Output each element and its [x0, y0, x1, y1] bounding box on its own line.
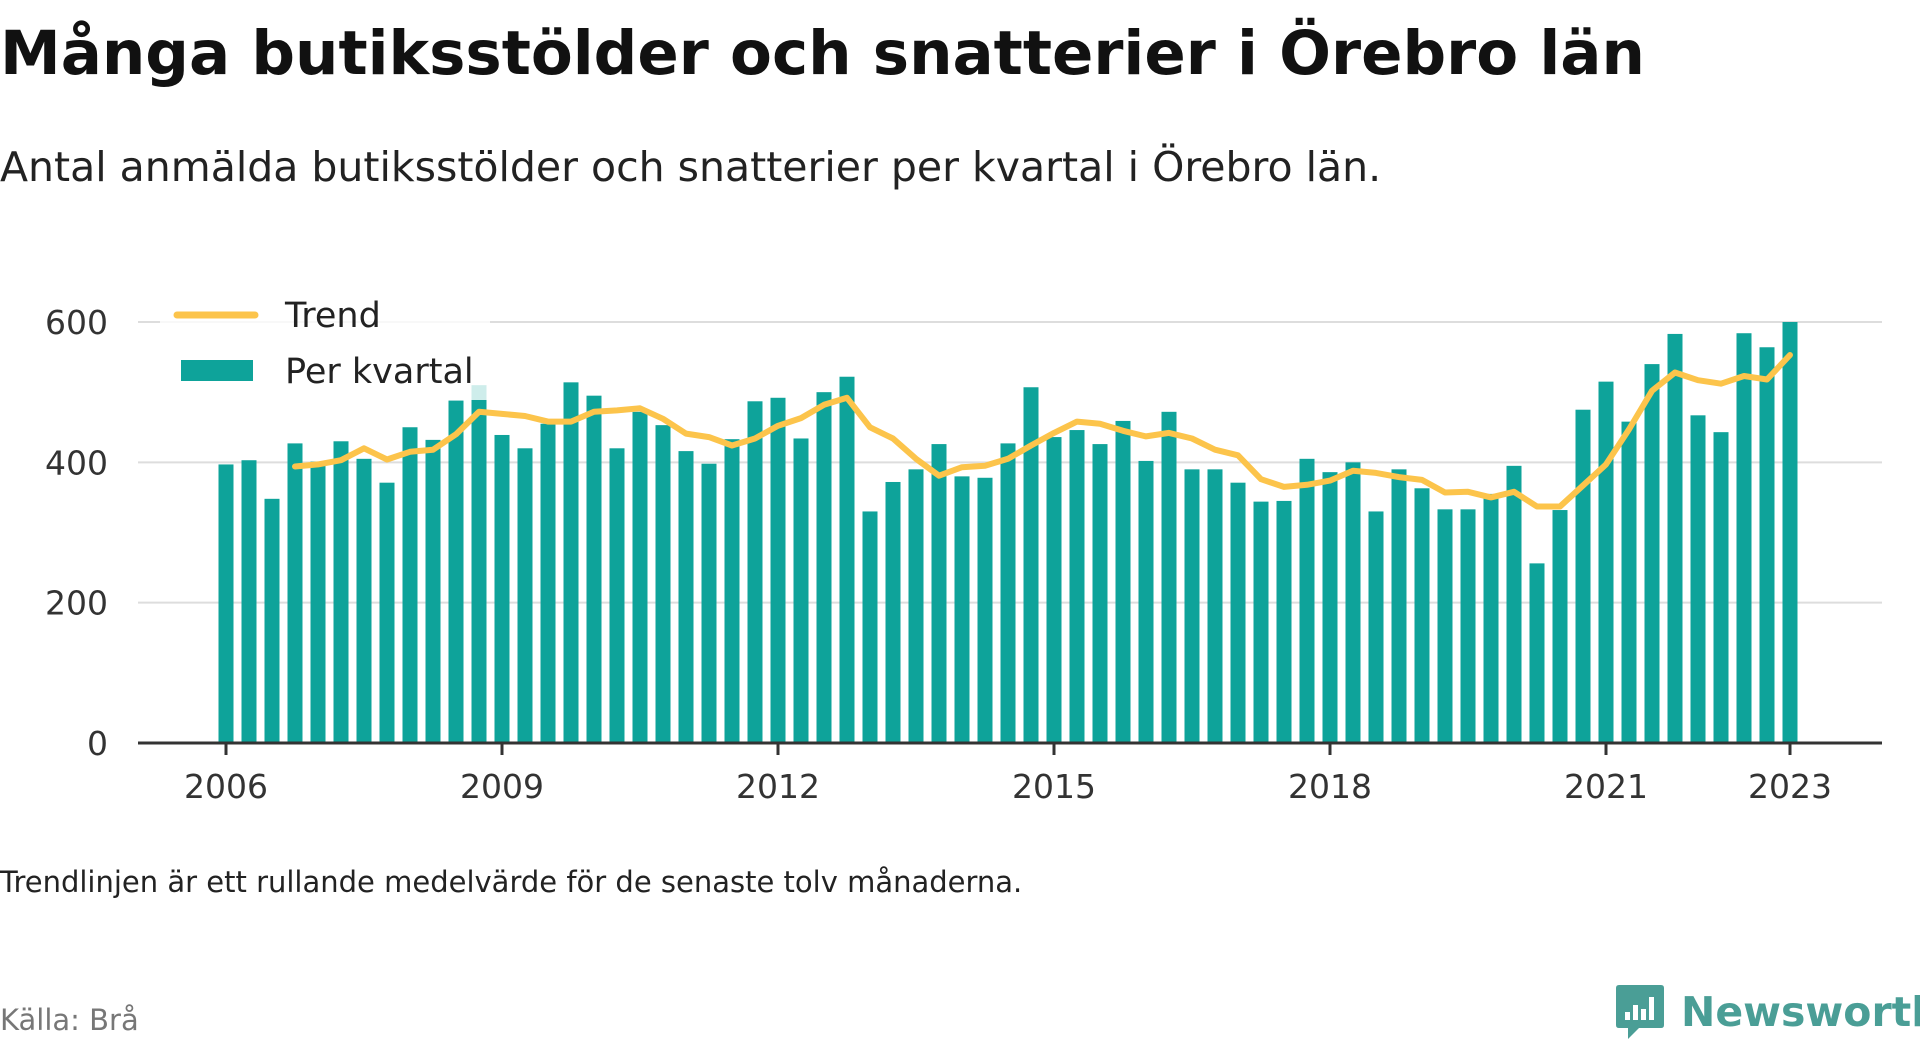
bar — [747, 401, 763, 743]
trend-line — [292, 352, 1793, 510]
bar — [1506, 465, 1522, 743]
bar — [1460, 509, 1476, 743]
bar — [333, 441, 349, 743]
bar — [1644, 364, 1660, 743]
bar — [1736, 333, 1752, 743]
bar — [1782, 322, 1798, 743]
legend: Trend Per kvartal — [160, 285, 490, 400]
bar — [1253, 501, 1269, 743]
bar — [379, 482, 395, 743]
bar — [425, 439, 441, 743]
bar — [356, 458, 372, 743]
bar — [1713, 432, 1729, 743]
bar — [1046, 437, 1062, 743]
bar — [793, 438, 809, 743]
x-tick-label: 2015 — [1012, 767, 1096, 806]
x-tick-label: 2006 — [184, 767, 268, 806]
bar — [678, 451, 694, 743]
bar — [609, 448, 625, 743]
x-tick-label: 2023 — [1748, 767, 1832, 806]
bar — [1368, 511, 1384, 743]
brand-name: Newsworthy — [1681, 988, 1920, 1036]
bar — [1069, 430, 1085, 743]
bar — [517, 448, 533, 743]
y-axis-ticks: 0 200 400 600 — [45, 303, 108, 763]
chart-title: Många butiksstölder och snatterier i Öre… — [0, 18, 1645, 89]
bar — [1575, 409, 1591, 743]
bar — [586, 395, 602, 743]
legend-bar-swatch — [181, 360, 253, 381]
bar — [1759, 347, 1775, 743]
bar — [1276, 500, 1292, 743]
bar — [1391, 469, 1407, 743]
bar — [885, 481, 901, 743]
bar — [954, 476, 970, 743]
bar — [471, 385, 487, 743]
bar-series — [218, 322, 1798, 743]
bar — [241, 460, 257, 743]
bar — [1322, 472, 1338, 743]
bar — [724, 439, 740, 743]
bar — [1437, 509, 1453, 743]
bar — [1621, 421, 1637, 743]
bar — [977, 477, 993, 743]
bar — [310, 461, 326, 743]
bar — [632, 411, 648, 743]
bar — [494, 434, 510, 743]
footnote: Trendlinjen är ett rullande medelvärde f… — [0, 865, 1023, 899]
bar — [1414, 488, 1430, 743]
bar — [563, 382, 579, 743]
bar — [1690, 415, 1706, 743]
bar — [908, 469, 924, 743]
bar — [1230, 482, 1246, 743]
x-axis: 2006 2009 2012 2015 2018 2021 2023 — [138, 741, 1882, 806]
y-tick-label: 600 — [45, 303, 108, 342]
bar — [540, 423, 556, 743]
x-tick-label: 2018 — [1288, 767, 1372, 806]
bar — [1161, 411, 1177, 743]
bar — [770, 397, 786, 743]
trend-series — [292, 352, 1793, 510]
bar — [816, 392, 832, 743]
bar — [1207, 469, 1223, 743]
source-credit: Källa: Brå — [0, 1003, 139, 1037]
legend-trend-label: Trend — [284, 296, 381, 336]
bar — [1552, 510, 1568, 743]
y-tick-label: 0 — [87, 724, 108, 763]
bar — [1115, 420, 1131, 743]
bar — [1138, 460, 1154, 743]
bar — [264, 498, 280, 743]
bar — [839, 376, 855, 743]
bar — [1092, 444, 1108, 743]
bar — [1000, 443, 1016, 743]
bar — [218, 464, 234, 743]
bar — [1299, 458, 1315, 743]
bar — [1529, 563, 1545, 743]
bar — [402, 427, 418, 743]
bar — [448, 400, 464, 743]
bar — [1667, 333, 1683, 743]
bar — [1345, 462, 1361, 743]
bar — [1598, 381, 1614, 743]
chart-subtitle: Antal anmälda butiksstölder och snatteri… — [0, 143, 1382, 191]
bar-chart-logo-icon — [1616, 985, 1664, 1039]
x-tick-label: 2021 — [1564, 767, 1648, 806]
bar — [1483, 493, 1499, 743]
brand-logo[interactable]: Newsworthy — [1615, 983, 1920, 1041]
y-tick-label: 200 — [45, 584, 108, 623]
x-tick-label: 2009 — [460, 767, 544, 806]
bar — [1184, 469, 1200, 743]
bar — [1023, 387, 1039, 743]
bar — [701, 463, 717, 743]
bar — [655, 425, 671, 743]
x-tick-label: 2012 — [736, 767, 820, 806]
bar — [931, 444, 947, 743]
bar — [862, 511, 878, 743]
bar — [287, 443, 303, 743]
legend-bar-label: Per kvartal — [285, 352, 474, 392]
y-tick-label: 400 — [45, 443, 108, 482]
